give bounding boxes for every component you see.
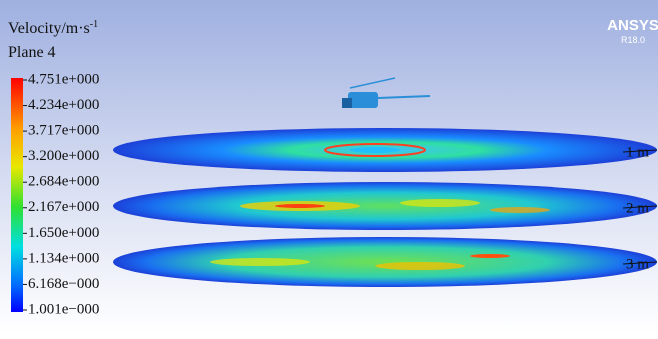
plane-2 [113,182,657,230]
logo-name: ANSYS [607,17,658,34]
legend-label: 2.684e+000 [28,174,99,190]
legend-label: 1.134e+000 [28,250,99,266]
legend-label: 1.001e−000 [28,301,99,317]
plane-1 [113,128,657,172]
logo-version: R18.0 [621,35,645,45]
legend-label: 3.717e+000 [28,123,99,139]
legend-label: 3.200e+000 [28,148,99,164]
legend-subtitle: Plane 4 [8,44,56,61]
screenshot: Velocity/m·s-1 Plane 4 4.751e+000 4.234e+… [0,0,658,334]
legend-label: 2.167e+000 [28,199,99,215]
legend-label: 4.234e+000 [28,97,99,113]
plane-label: 3 m [626,256,649,272]
plane-3 [113,237,657,287]
legend-label: 1.650e+000 [28,225,99,241]
color-bar [11,78,23,312]
legend-title: Velocity/m·s-1 [8,19,98,37]
legend-label: 4.751e+000 [28,71,99,87]
legend-label: 6.168e−000 [28,276,99,292]
plane-label: 2 m [626,200,649,216]
plane-label: 1 m [626,144,649,160]
